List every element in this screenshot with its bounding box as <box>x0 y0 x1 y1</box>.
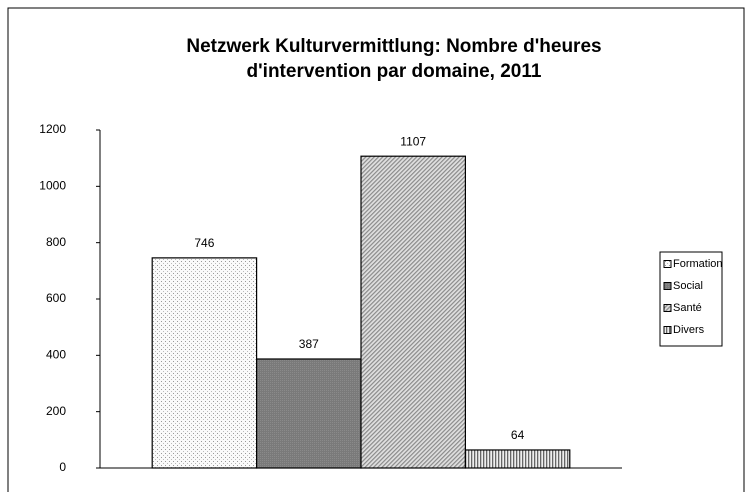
y-tick-label: 200 <box>46 404 66 418</box>
data-label: 746 <box>194 236 214 250</box>
y-tick-label: 800 <box>46 235 66 249</box>
legend-label: Divers <box>673 324 705 336</box>
legend-label: Santé <box>673 302 702 314</box>
legend-swatch <box>663 260 672 268</box>
chart-title: d'intervention par domaine, 2011 <box>247 61 542 82</box>
bar <box>464 449 571 469</box>
data-label: 64 <box>511 428 525 442</box>
legend-label: Formation <box>673 258 723 270</box>
data-label: 387 <box>299 337 319 351</box>
chart-frame <box>7 7 745 492</box>
legend-swatch <box>663 282 672 290</box>
y-tick-label: 600 <box>46 291 66 305</box>
chart-title: Netzwerk Kulturvermittlung: Nombre d'heu… <box>186 36 601 57</box>
y-tick-label: 1000 <box>39 179 66 193</box>
bar <box>256 358 362 469</box>
legend-swatch <box>663 304 672 312</box>
data-label: 1107 <box>400 134 426 148</box>
legend-label: Social <box>673 280 703 292</box>
legend-swatch <box>663 326 672 334</box>
bar <box>360 155 467 469</box>
bar <box>151 257 258 469</box>
y-tick-label: 1200 <box>39 122 66 136</box>
y-tick-label: 400 <box>46 348 66 362</box>
y-tick-label: 0 <box>59 460 66 474</box>
